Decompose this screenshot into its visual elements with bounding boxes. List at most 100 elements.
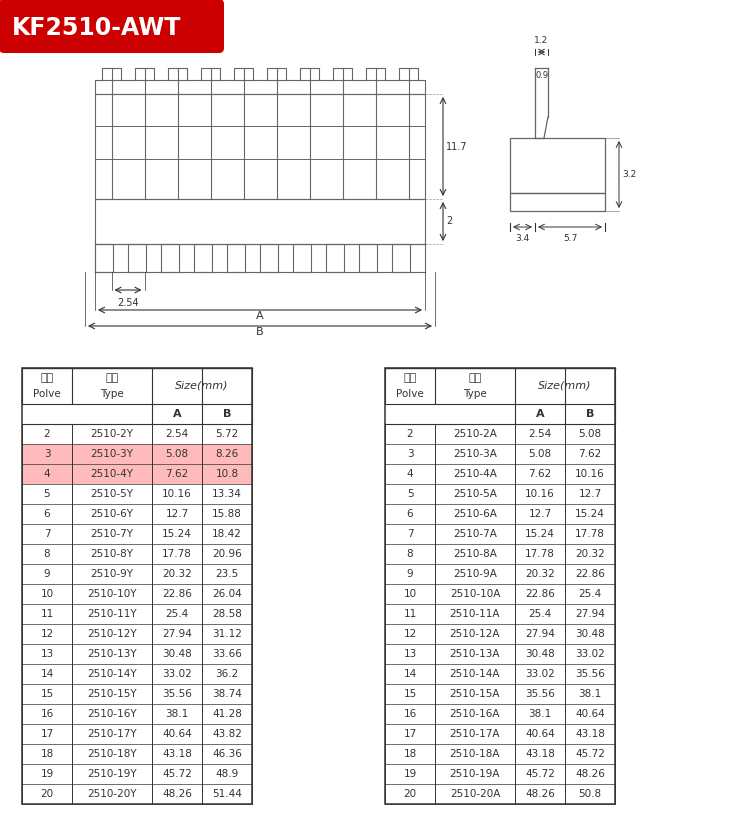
Text: 8.26: 8.26 — [215, 449, 239, 459]
Text: 2510-4Y: 2510-4Y — [90, 469, 134, 479]
Text: 10.8: 10.8 — [216, 469, 239, 479]
Text: 20: 20 — [40, 789, 54, 799]
Text: 27.94: 27.94 — [525, 629, 555, 639]
Text: 14: 14 — [40, 669, 54, 679]
Text: 12.7: 12.7 — [528, 509, 552, 519]
Text: 7.62: 7.62 — [165, 469, 189, 479]
Text: Polve: Polve — [33, 389, 61, 399]
Text: 33.02: 33.02 — [575, 649, 605, 659]
Text: Type: Type — [100, 389, 124, 399]
Text: Type: Type — [463, 389, 487, 399]
Text: 25.4: 25.4 — [528, 609, 552, 619]
Text: 3.2: 3.2 — [622, 170, 636, 179]
Text: 48.9: 48.9 — [215, 769, 239, 779]
Text: 2510-11Y: 2510-11Y — [87, 609, 137, 619]
Text: 10: 10 — [40, 589, 54, 599]
Text: 8: 8 — [44, 549, 51, 559]
Text: 11: 11 — [404, 609, 417, 619]
Text: 9: 9 — [407, 569, 413, 579]
Text: 2510-5Y: 2510-5Y — [90, 489, 134, 499]
Text: 7.62: 7.62 — [578, 449, 602, 459]
Text: 17.78: 17.78 — [162, 549, 192, 559]
Bar — [385, 368, 615, 804]
Text: 33.02: 33.02 — [525, 669, 555, 679]
Text: 2510-13Y: 2510-13Y — [87, 649, 137, 659]
Text: 30.48: 30.48 — [162, 649, 192, 659]
Text: 5.08: 5.08 — [165, 449, 189, 459]
Text: 11: 11 — [40, 609, 54, 619]
Text: Polve: Polve — [396, 389, 424, 399]
Text: Size(mm): Size(mm) — [175, 381, 229, 391]
Text: 2510-12A: 2510-12A — [450, 629, 501, 639]
Text: 38.74: 38.74 — [212, 689, 242, 699]
Text: 7: 7 — [407, 529, 413, 539]
Text: 2510-18Y: 2510-18Y — [87, 749, 137, 759]
Text: 48.26: 48.26 — [525, 789, 555, 799]
Text: 50.8: 50.8 — [578, 789, 602, 799]
Text: 38.1: 38.1 — [578, 689, 602, 699]
Text: 33.02: 33.02 — [162, 669, 192, 679]
Text: 4: 4 — [407, 469, 413, 479]
Text: 48.26: 48.26 — [162, 789, 192, 799]
Text: 45.72: 45.72 — [525, 769, 555, 779]
Text: Size(mm): Size(mm) — [538, 381, 592, 391]
Text: 22.86: 22.86 — [575, 569, 605, 579]
Text: 2510-3Y: 2510-3Y — [90, 449, 134, 459]
Text: 2510-9A: 2510-9A — [453, 569, 497, 579]
Text: 2510-10Y: 2510-10Y — [87, 589, 137, 599]
Bar — [22, 368, 252, 804]
Text: 16: 16 — [404, 709, 417, 719]
Text: 12: 12 — [404, 629, 417, 639]
Text: 2510-3A: 2510-3A — [453, 449, 497, 459]
Text: 17.78: 17.78 — [575, 529, 605, 539]
Text: 2510-4A: 2510-4A — [453, 469, 497, 479]
Text: 13.34: 13.34 — [212, 489, 242, 499]
Text: A: A — [172, 409, 181, 419]
Text: 2510-19A: 2510-19A — [450, 769, 501, 779]
Text: 20: 20 — [404, 789, 417, 799]
Text: 51.44: 51.44 — [212, 789, 242, 799]
Text: 2510-15A: 2510-15A — [450, 689, 501, 699]
Text: 7: 7 — [44, 529, 51, 539]
Text: 17: 17 — [404, 729, 417, 739]
Text: 2: 2 — [407, 429, 413, 439]
Text: 12.7: 12.7 — [578, 489, 602, 499]
Text: 2510-17A: 2510-17A — [450, 729, 501, 739]
Text: 15.24: 15.24 — [575, 509, 605, 519]
Text: 27.94: 27.94 — [162, 629, 192, 639]
Text: 13: 13 — [404, 649, 417, 659]
Text: 18: 18 — [404, 749, 417, 759]
Text: 2510-9Y: 2510-9Y — [90, 569, 134, 579]
Text: 5.7: 5.7 — [563, 234, 577, 243]
Text: 6: 6 — [44, 509, 51, 519]
Text: 2510-6A: 2510-6A — [453, 509, 497, 519]
Text: 型号: 型号 — [468, 373, 482, 383]
Text: 17.78: 17.78 — [525, 549, 555, 559]
Text: 2510-5A: 2510-5A — [453, 489, 497, 499]
Text: 41.28: 41.28 — [212, 709, 242, 719]
Text: 5: 5 — [44, 489, 51, 499]
Text: 2510-10A: 2510-10A — [450, 589, 500, 599]
Text: 40.64: 40.64 — [162, 729, 192, 739]
FancyBboxPatch shape — [0, 0, 224, 53]
Text: A: A — [536, 409, 545, 419]
Text: 28.58: 28.58 — [212, 609, 242, 619]
Text: 5: 5 — [407, 489, 413, 499]
Bar — [95, 80, 425, 94]
Text: 43.82: 43.82 — [212, 729, 242, 739]
Text: 43.18: 43.18 — [525, 749, 555, 759]
Text: 15.24: 15.24 — [525, 529, 555, 539]
Text: 7.62: 7.62 — [528, 469, 552, 479]
Text: 45.72: 45.72 — [162, 769, 192, 779]
Text: 25.4: 25.4 — [578, 589, 602, 599]
Text: 43.18: 43.18 — [162, 749, 192, 759]
Text: 18.42: 18.42 — [212, 529, 242, 539]
Text: 35.56: 35.56 — [525, 689, 555, 699]
Text: 1.2: 1.2 — [534, 36, 548, 45]
Text: 9: 9 — [44, 569, 51, 579]
Text: 17: 17 — [40, 729, 54, 739]
Text: 40.64: 40.64 — [575, 709, 605, 719]
Text: 型号: 型号 — [106, 373, 119, 383]
Text: 2510-11A: 2510-11A — [450, 609, 501, 619]
Text: 8: 8 — [407, 549, 413, 559]
